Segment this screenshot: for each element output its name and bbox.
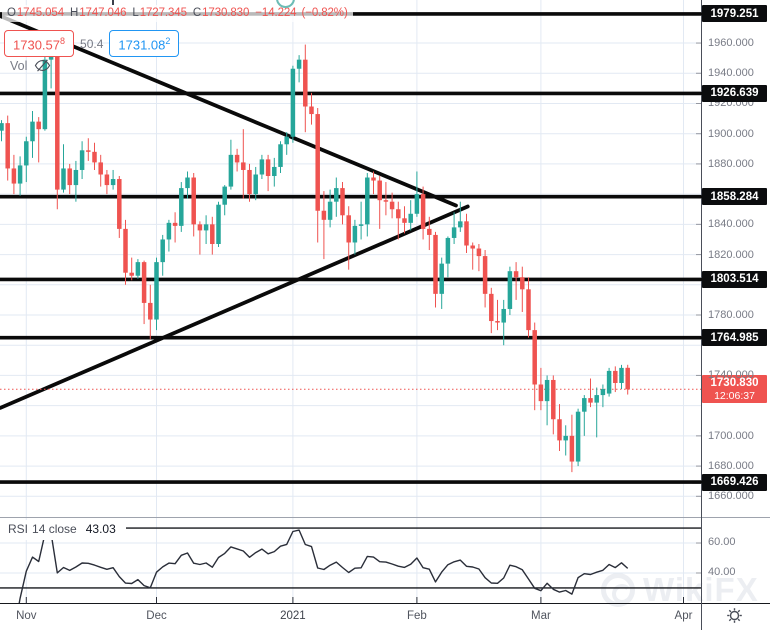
price-tick-label: 1880.000 [708,157,754,170]
volume-label: Vol [10,58,28,73]
low-label: L [132,7,139,19]
price-axis[interactable]: 1730.830 12:06:37 1960.000 1940.000 1920.0… [701,0,770,604]
change-percent: (−0.82%) [301,7,348,19]
wikifx-logo-icon [601,573,635,607]
time-axis-label: Apr [674,610,693,622]
eye-hidden-icon[interactable] [34,58,51,73]
price-tick-label: 1660.000 [708,490,754,503]
rsi-params: 14 close [32,522,77,536]
time-axis-label: Nov [16,610,37,622]
axis-settings-gear-icon[interactable] [726,607,743,624]
open-value: 1745.054 [16,7,65,19]
support-resistance-lines[interactable] [0,12,701,484]
rsi-legend: RSI 14 close 43.03 [0,520,126,540]
sr-level-label: 1669.426 [702,473,767,491]
sell-bid-button[interactable]: 1730.578 [4,30,75,58]
rsi-tick-label: 60.00 [708,536,736,549]
price-tick-label: 1700.000 [708,429,754,442]
time-axis-label: Feb [406,610,427,622]
sr-level-label: 1858.284 [702,188,767,206]
sr-level-label: 1926.639 [702,84,767,102]
ask-price-fraction: 2 [165,36,171,46]
time-axis-label: Dec [146,610,167,622]
bar-countdown: 12:06:37 [714,389,755,402]
ohlc-legend: O1745.054 H1747.046 L1727.345 C1730.830 −14.… [2,5,353,22]
ascending-support [0,204,470,410]
close-label: C [192,7,202,19]
price-tick-label: 1940.000 [708,67,754,80]
bid-ask-row: 1730.578 50.4 1731.082 [4,30,180,58]
price-tick-label: 1960.000 [708,37,754,50]
price-tick-label: 1840.000 [708,218,754,231]
change-value: −14.224 [255,7,297,19]
last-price-label: 1730.830 12:06:37 [702,375,767,404]
volume-legend: Vol [10,58,51,73]
gridlines [0,0,701,604]
price-tick-label: 1680.000 [708,460,754,473]
open-label: O [7,7,16,19]
price-tick-label: 1900.000 [708,127,754,140]
wikifx-watermark-text: WikiFX [643,571,759,608]
low-value: 1727.345 [139,7,187,19]
bid-price-fraction: 8 [60,36,66,46]
high-value: 1747.046 [79,7,127,19]
descending-resistance [0,14,458,208]
price-tick-label: 1820.000 [708,248,754,261]
time-axis-label: Mar [530,610,551,622]
price-tick-label: 1780.000 [708,309,754,321]
wikifx-watermark: WikiFX [601,566,759,614]
rsi-title: RSI [8,522,29,536]
bid-price: 1730.57 [13,37,60,53]
sr-level-label: 1764.985 [702,329,767,347]
buy-ask-button[interactable]: 1731.082 [109,30,180,58]
rsi-value: 43.03 [85,522,116,536]
last-price-value: 1730.830 [710,376,759,389]
rsi-line [18,529,629,604]
sr-level-label: 1803.514 [702,270,767,288]
time-axis-label: 2021 [280,610,306,622]
price-tick-label: 1740.000 [708,369,754,382]
rsi-tick-label: 40.00 [708,565,736,578]
high-label: H [70,7,79,19]
time-axis[interactable]: Nov Dec 2021 Feb Mar Apr [0,604,770,630]
close-value: 1730.830 [202,7,250,19]
spread-value: 50.4 [80,36,104,51]
ask-price: 1731.08 [118,37,166,53]
toolbar-remnant-tick [112,0,114,5]
sr-level-label: 1979.251 [702,5,767,23]
trendlines[interactable] [0,14,470,410]
candles[interactable] [0,35,630,473]
